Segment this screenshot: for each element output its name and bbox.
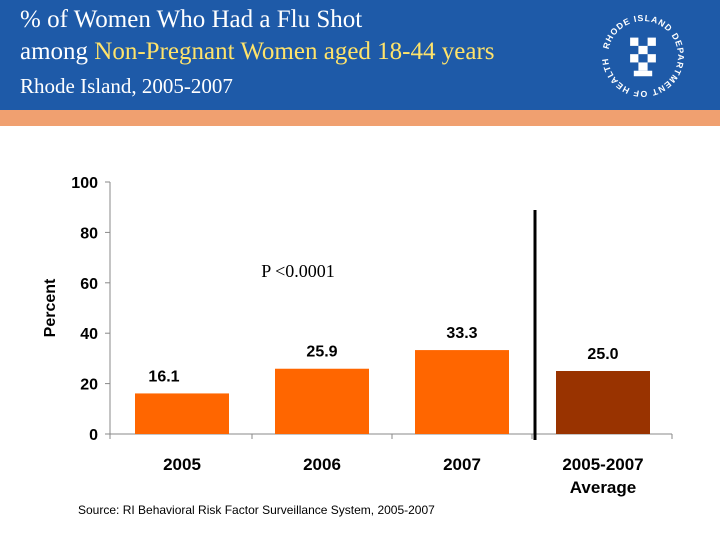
y-tick-label: 60 — [80, 276, 98, 293]
ri-department-of-health-logo: RHODE ISLAND DEPARTMENT OF HEALTH — [600, 13, 686, 99]
bar — [135, 393, 229, 434]
x-tick-label: 2005 — [163, 455, 201, 474]
bar — [556, 371, 650, 434]
x-tick-label: 2007 — [443, 455, 481, 474]
page-title-line1: % of Women Who Had a Flu Shot — [20, 6, 363, 33]
bar — [415, 350, 509, 434]
flu-shot-bar-chart: 0 20 40 60 80 100 Percent 16.1 2005 25.9 2006 33.3 2… — [42, 175, 673, 497]
x-tick-label: Average — [570, 478, 636, 497]
data-label: 33.3 — [446, 325, 477, 342]
source-note: Source: RI Behavioral Risk Factor Survei… — [78, 503, 435, 517]
bar — [275, 368, 369, 434]
svg-text:RHODE ISLAND DEPARTMENT OF HEA: RHODE ISLAND DEPARTMENT OF HEALTH — [600, 13, 686, 99]
data-label: 25.0 — [587, 346, 618, 363]
x-tick-label: 2006 — [303, 455, 341, 474]
y-tick-label: 0 — [89, 427, 98, 444]
p-value-annotation: P <0.0001 — [261, 261, 335, 281]
y-tick-label: 80 — [80, 225, 98, 242]
y-tick-label: 100 — [71, 175, 98, 192]
title-highlight: Non-Pregnant Women aged 18-44 years — [94, 38, 495, 65]
logo-text: RHODE ISLAND DEPARTMENT OF HEALTH — [600, 13, 685, 99]
data-label: 16.1 — [148, 368, 179, 385]
y-tick-label: 40 — [80, 326, 98, 343]
data-label: 25.9 — [306, 344, 337, 361]
title-prefix: among — [20, 38, 95, 65]
y-tick-label: 20 — [80, 377, 98, 394]
x-tick-label: 2005-2007 — [562, 455, 643, 474]
page-title-line2: among Non-Pregnant Women aged 18-44 year… — [20, 38, 495, 66]
accent-band — [0, 110, 720, 126]
y-axis-title: Percent — [42, 278, 59, 337]
page-subtitle: Rhode Island, 2005-2007 — [20, 74, 233, 98]
header-banner — [0, 0, 720, 110]
